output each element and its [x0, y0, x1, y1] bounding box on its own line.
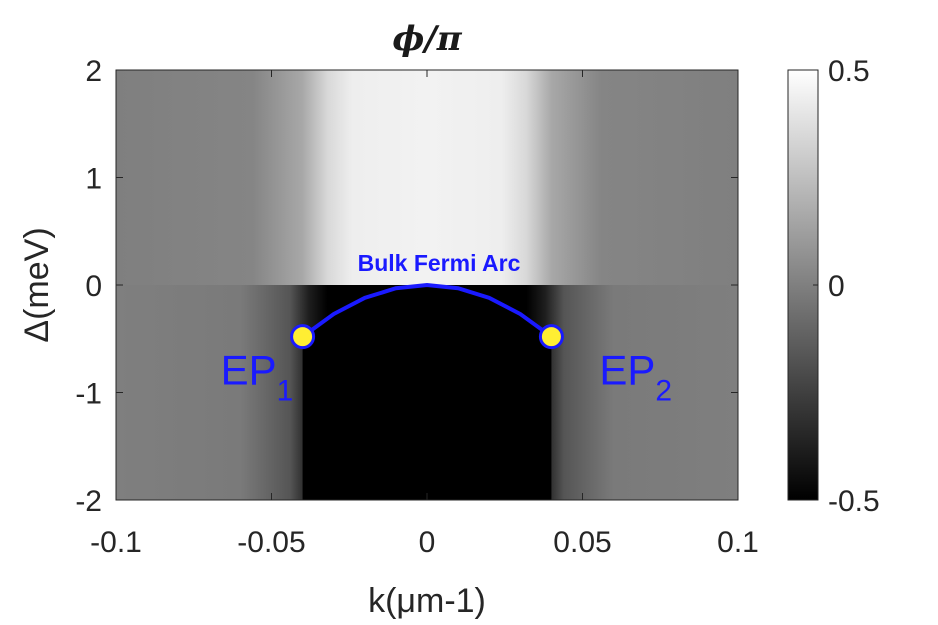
x-tick-label: 0.05	[553, 526, 611, 559]
x-tick-label: -0.1	[90, 526, 142, 559]
y-tick-label: -2	[75, 485, 102, 518]
x-tick-label: -0.05	[237, 526, 305, 559]
chart-title: ϕ/π	[392, 19, 462, 59]
plot-area: Bulk Fermi Arc EP1 EP2	[115, 69, 739, 501]
exceptional-point-marker	[290, 324, 316, 350]
x-axis-label: k(μm-1)	[368, 582, 486, 620]
y-tick-label: 0	[85, 270, 102, 303]
exceptional-point-subscript: 2	[655, 375, 672, 408]
heatmap-dark-dome	[302, 285, 552, 500]
y-tick-label: 2	[85, 55, 102, 88]
y-axis-ticks: -2 -1 0 1 2	[75, 55, 738, 518]
exceptional-point-marker	[538, 324, 564, 350]
y-tick-label: 1	[85, 163, 102, 196]
heatmap-upper-region	[116, 70, 738, 285]
x-tick-label: 0	[419, 526, 436, 559]
colorbar-tick-label: 0	[828, 270, 845, 303]
fermi-arc-line	[301, 282, 553, 339]
colorbar: 0.5 0 -0.5	[787, 55, 880, 518]
x-axis-ticks: -0.1 -0.05 0 0.05 0.1	[90, 70, 759, 559]
colorbar-ticks: 0.5 0 -0.5	[813, 55, 880, 518]
colorbar-tick-label: 0.5	[828, 55, 870, 88]
y-tick-label: -1	[75, 378, 102, 411]
fermi-arc-label: Bulk Fermi Arc	[358, 250, 521, 276]
y-axis-label: Δ(meV)	[18, 227, 56, 342]
colorbar-tick-label: -0.5	[828, 485, 880, 518]
exceptional-points: EP1 EP2	[221, 324, 672, 408]
x-tick-label: 0.1	[717, 526, 759, 559]
exceptional-point-subscript: 1	[277, 375, 294, 408]
